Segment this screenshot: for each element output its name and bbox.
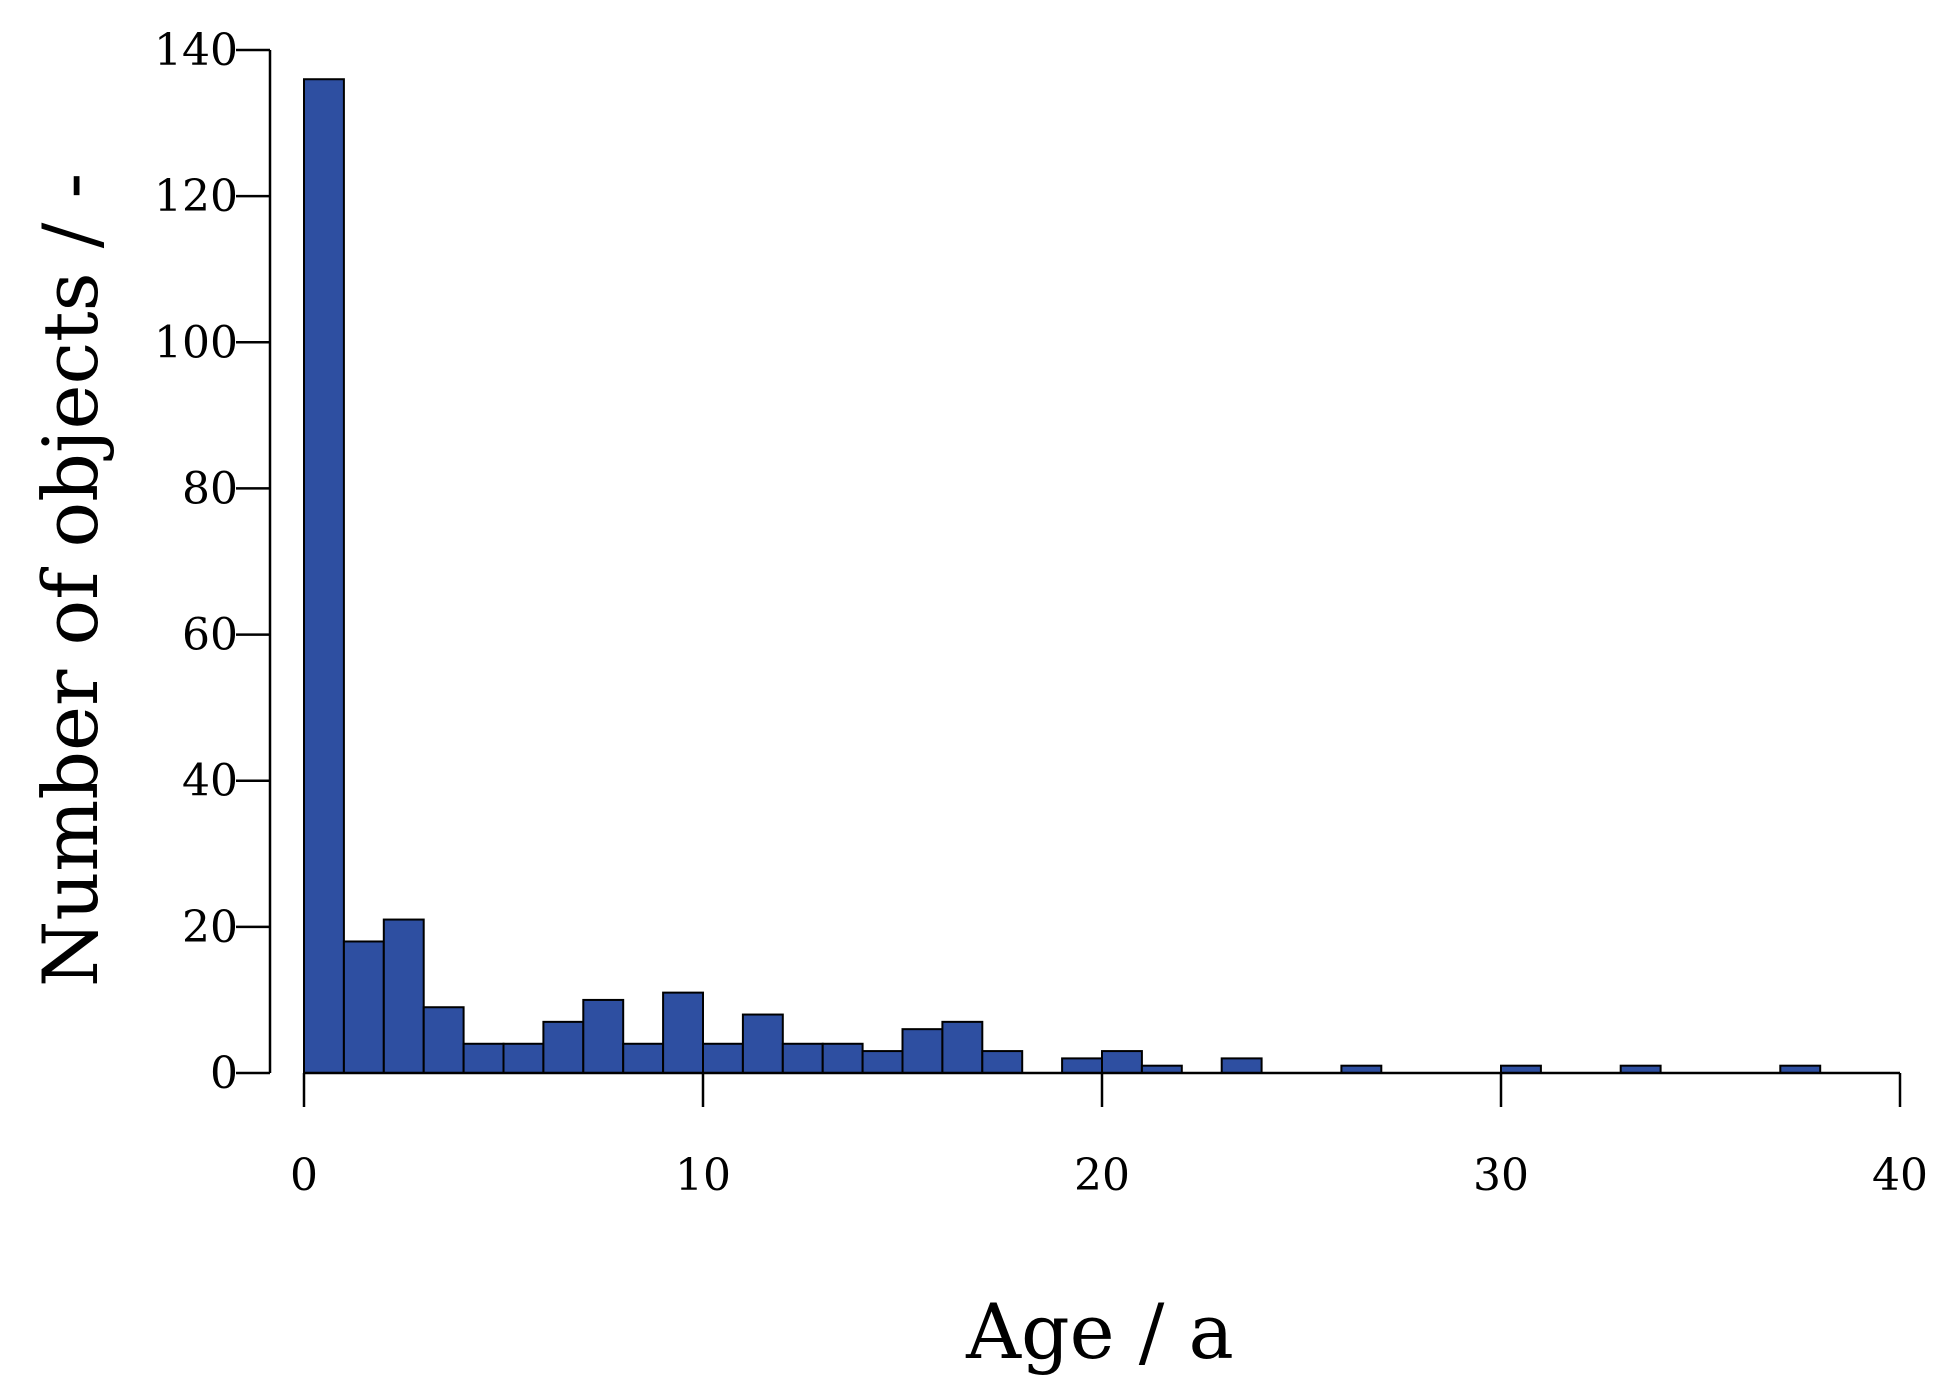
y-tick-label: 100 [154, 317, 238, 368]
histogram-bar [781, 1042, 824, 1075]
histogram-bar [941, 1020, 984, 1074]
y-tick-label: 140 [154, 25, 238, 76]
y-axis-title: Number of objects / - [26, 173, 115, 987]
histogram-bar [1101, 1050, 1143, 1075]
histogram-bar [622, 1042, 665, 1075]
x-axis-title: Age / a [965, 1287, 1234, 1376]
histogram-bar [422, 1006, 465, 1074]
y-tick-label: 40 [182, 756, 238, 807]
histogram-bar [462, 1042, 505, 1075]
histogram-bar [303, 78, 345, 1074]
histogram-bar [861, 1050, 904, 1075]
y-tick-label: 0 [210, 1048, 238, 1099]
histogram-bar [1220, 1057, 1263, 1075]
histogram-bar [662, 991, 704, 1074]
x-axis: 0 10 20 30 40 [290, 1071, 1928, 1201]
histogram-bar [542, 1020, 585, 1074]
x-tick-label: 10 [675, 1150, 731, 1201]
histogram-bar [821, 1042, 864, 1075]
histogram-bar [382, 918, 425, 1074]
bars-group [303, 78, 1822, 1075]
x-tick-label: 0 [290, 1150, 318, 1201]
y-tick-label: 20 [182, 902, 238, 953]
histogram-bar [901, 1028, 944, 1074]
y-tick-label: 60 [182, 610, 238, 661]
histogram-bar [342, 940, 385, 1074]
y-tick-label: 80 [182, 463, 238, 514]
y-axis: 0 20 40 60 80 100 120 140 [154, 25, 272, 1099]
histogram-bar [582, 998, 625, 1075]
histogram-bar [1061, 1057, 1103, 1075]
x-tick-label: 40 [1872, 1150, 1928, 1201]
histogram-bar [702, 1042, 744, 1075]
histogram-bar [981, 1050, 1024, 1075]
histogram-bar [741, 1013, 784, 1074]
x-tick-label: 20 [1074, 1150, 1130, 1201]
x-tick-label: 30 [1473, 1150, 1529, 1201]
histogram-bar [502, 1042, 545, 1075]
y-tick-label: 120 [154, 171, 238, 222]
